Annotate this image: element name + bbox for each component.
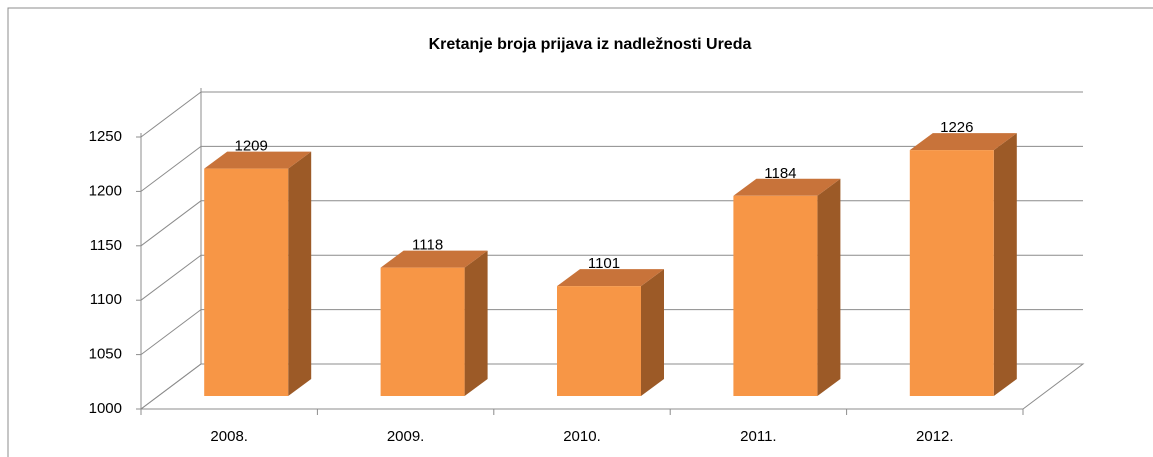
y-tick-label: 1000	[89, 400, 122, 417]
bar-top	[909, 133, 1017, 151]
x-tick-label: 2008.	[210, 428, 248, 445]
data-label: 1118	[412, 237, 443, 254]
y-tick-label: 1150	[90, 237, 122, 254]
bar-side	[817, 178, 841, 396]
data-label: 1101	[588, 255, 620, 272]
chart-title: Kretanje broja prijava iz nadležnosti Ur…	[429, 36, 752, 53]
y-tick-label: 1200	[89, 182, 122, 199]
y-tick-label: 1050	[89, 346, 122, 363]
bar	[557, 286, 641, 396]
x-tick-label: 2012.	[916, 428, 954, 445]
grid-line	[140, 145, 1083, 192]
bar-side	[288, 151, 312, 396]
y-tick-label: 1250	[89, 128, 122, 145]
grid-line	[140, 91, 1083, 138]
x-tick-label: 2010.	[563, 428, 601, 445]
bar-top	[733, 178, 841, 196]
bar	[380, 267, 465, 396]
data-label: 1209	[235, 138, 268, 155]
x-tick-label: 2011.	[740, 428, 776, 445]
data-label: 1184	[764, 165, 796, 182]
bar-side	[641, 269, 664, 396]
data-label: 1226	[940, 119, 973, 136]
bar	[733, 195, 818, 396]
bar	[204, 168, 289, 396]
bar-side	[993, 133, 1017, 396]
y-tick-label: 1100	[90, 291, 122, 308]
bar-side	[464, 250, 488, 396]
bar-top	[557, 269, 664, 287]
x-tick-label: 2009.	[387, 428, 425, 445]
bar	[909, 150, 994, 396]
chart-frame	[7, 7, 1153, 457]
bar-top	[204, 151, 312, 169]
bar-top	[380, 250, 488, 268]
